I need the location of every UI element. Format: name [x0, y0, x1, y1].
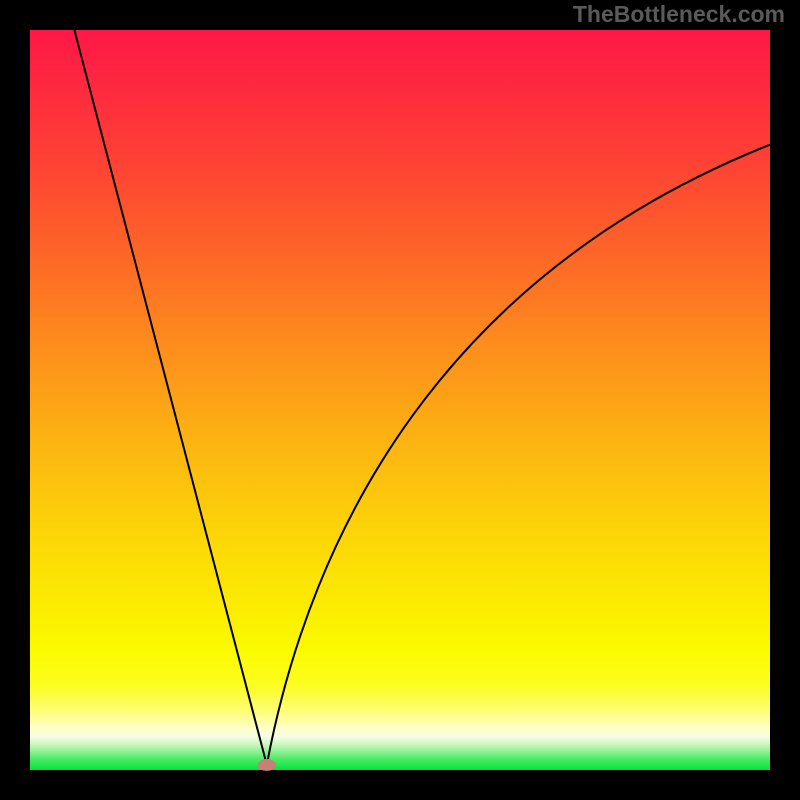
chart-container: TheBottleneck.com: [0, 0, 800, 800]
plot-area: [30, 30, 770, 770]
watermark-text: TheBottleneck.com: [573, 1, 785, 28]
